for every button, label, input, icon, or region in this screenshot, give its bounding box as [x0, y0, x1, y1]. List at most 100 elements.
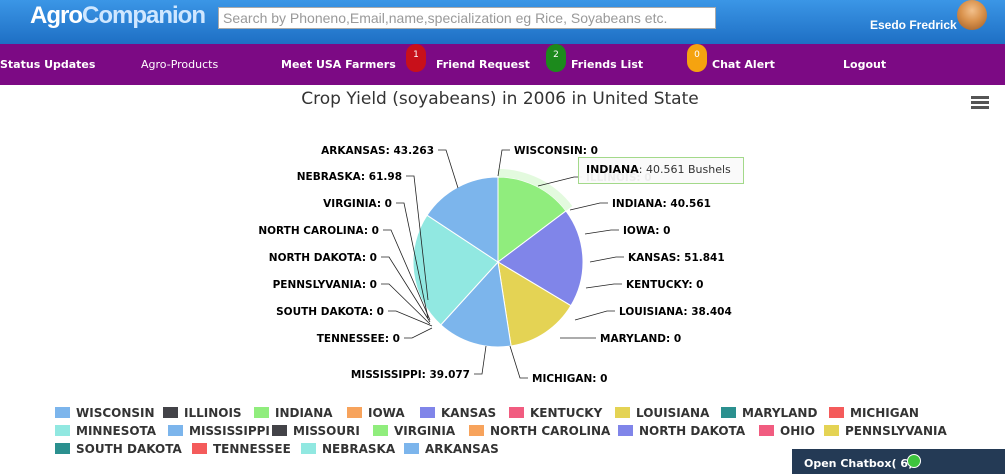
online-status-icon	[907, 454, 921, 468]
pie-slice-indiana[interactable]	[497, 176, 567, 264]
legend-swatch	[721, 407, 736, 418]
nav-friend-request[interactable]: Friend Request	[436, 58, 530, 71]
friend-request-badge[interactable]: 1	[406, 44, 426, 72]
legend-item-minnesota[interactable]: MINNESOTA	[55, 424, 156, 438]
site-logo[interactable]: AgroCompanion	[30, 2, 206, 30]
legend-item-illinois[interactable]: ILLINOIS	[163, 406, 242, 420]
legend-item-louisiana[interactable]: LOUISIANA	[615, 406, 709, 420]
legend-swatch	[301, 443, 316, 454]
legend-label: INDIANA	[275, 406, 333, 420]
data-label: NORTH DAKOTA: 0	[269, 252, 377, 264]
nav-status-updates[interactable]: Status Updates	[0, 58, 96, 71]
legend-swatch	[55, 407, 70, 418]
legend-swatch	[420, 407, 435, 418]
tooltip-state: INDIANA	[586, 163, 639, 176]
chart-menu-icon[interactable]	[971, 96, 989, 110]
chart-title: Crop Yield (soyabeans) in 2006 in United…	[301, 89, 699, 109]
legend-swatch	[615, 407, 630, 418]
friends-list-badge[interactable]: 2	[546, 44, 566, 72]
legend-label: MINNESOTA	[76, 424, 157, 438]
search-input[interactable]	[218, 7, 716, 29]
nav-logout[interactable]: Logout	[843, 58, 887, 71]
connector-line	[383, 229, 431, 321]
legend-label: IOWA	[368, 406, 405, 420]
connector-line	[406, 175, 429, 301]
connector-line	[474, 345, 487, 375]
pie-slice-kansas[interactable]	[497, 210, 584, 307]
pie-slice-hover-halo	[498, 169, 573, 211]
legend-item-kansas[interactable]: KANSAS	[420, 406, 496, 420]
legend-item-mississippi[interactable]: MISSISSIPPI	[168, 424, 270, 438]
data-label: MARYLAND: 0	[600, 333, 681, 345]
top-header: AgroCompanion Esedo Fredrick	[0, 0, 1005, 44]
legend-swatch	[254, 407, 269, 418]
legend-item-arkansas[interactable]: ARKANSAS	[404, 442, 499, 456]
legend-label: MARYLAND	[742, 406, 818, 420]
legend-swatch	[759, 425, 774, 436]
legend-swatch	[829, 407, 844, 418]
legend-label: LOUISIANA	[636, 406, 710, 420]
legend-item-tennessee[interactable]: TENNESSEE	[192, 442, 291, 456]
legend-swatch	[55, 443, 70, 454]
legend-swatch	[55, 425, 70, 436]
connector-line	[388, 310, 433, 327]
pie-slice-louisiana[interactable]	[497, 261, 572, 347]
legend-swatch	[404, 443, 419, 454]
legend-label: KENTUCKY	[530, 406, 603, 420]
legend-item-north-carolina[interactable]: NORTH CAROLINA	[469, 424, 610, 438]
open-chatbox-button[interactable]: Open Chatbox( 6)	[792, 449, 1005, 474]
avatar[interactable]	[957, 0, 987, 30]
connector-line	[574, 310, 615, 321]
legend-label: ARKANSAS	[425, 442, 499, 456]
connector-line	[381, 256, 431, 323]
data-label: MISSISSIPPI: 39.077	[351, 369, 470, 381]
legend-item-missouri[interactable]: MISSOURI	[272, 424, 360, 438]
nav-chat-alert[interactable]: Chat Alert	[712, 58, 775, 71]
data-label: LOUISIANA: 38.404	[619, 306, 732, 318]
data-label: INDIANA: 40.561	[612, 198, 711, 210]
legend-label: PENNSLYVANIA	[845, 424, 947, 438]
legend-label: SOUTH DAKOTA	[76, 442, 182, 456]
pie-slice-nebraska[interactable]	[412, 214, 499, 326]
legend-item-maryland[interactable]: MARYLAND	[721, 406, 817, 420]
legend-label: KANSAS	[441, 406, 497, 420]
connector-line	[589, 256, 624, 263]
connector-line	[585, 283, 622, 289]
connector-line	[438, 149, 459, 189]
data-label: KENTUCKY: 0	[626, 279, 703, 291]
connector-line	[396, 202, 429, 319]
legend-item-ohio[interactable]: OHIO	[759, 424, 815, 438]
legend-item-kentucky[interactable]: KENTUCKY	[509, 406, 602, 420]
connector-line	[497, 149, 510, 177]
legend-item-south-dakota[interactable]: SOUTH DAKOTA	[55, 442, 182, 456]
connector-line	[569, 202, 608, 211]
tooltip-unit: Bushels	[687, 163, 731, 176]
legend-item-nebraska[interactable]: NEBRASKA	[301, 442, 395, 456]
data-label: NEBRASKA: 61.98	[297, 171, 402, 183]
nav-friends-list[interactable]: Friends List	[571, 58, 644, 71]
legend-label: ILLINOIS	[184, 406, 242, 420]
chat-alert-badge[interactable]: 0	[687, 44, 707, 72]
nav-meet-farmers[interactable]: Meet USA Farmers	[281, 58, 396, 71]
nav-agro-products[interactable]: Agro-Products	[141, 58, 219, 71]
legend-item-virginia[interactable]: VIRGINIA	[373, 424, 455, 438]
legend-item-michigan[interactable]: MICHIGAN	[829, 406, 919, 420]
legend-item-wisconsin[interactable]: WISCONSIN	[55, 406, 155, 420]
connector-line	[537, 176, 582, 187]
user-name[interactable]: Esedo Fredrick	[870, 18, 957, 32]
chart-legend: WISCONSIN ILLINOIS INDIANA IOWA KANSAS KENTUC…	[0, 406, 1005, 462]
connector-line	[584, 229, 619, 235]
data-label: WISCONSIN: 0	[514, 145, 598, 157]
legend-item-iowa[interactable]: IOWA	[347, 406, 405, 420]
legend-label: MISSISSIPPI	[189, 424, 270, 438]
connector-line	[381, 283, 431, 325]
legend-item-indiana[interactable]: INDIANA	[254, 406, 333, 420]
legend-item-north-dakota[interactable]: NORTH DAKOTA	[618, 424, 745, 438]
pie-slice-mississippi[interactable]	[440, 260, 512, 348]
legend-item-pennslyvania[interactable]: PENNSLYVANIA	[824, 424, 947, 438]
main-nav: Status Updates Agro-Products Meet USA Fa…	[0, 44, 1005, 85]
legend-label: NEBRASKA	[322, 442, 396, 456]
connector-line	[404, 327, 433, 339]
connector-line	[509, 345, 528, 379]
